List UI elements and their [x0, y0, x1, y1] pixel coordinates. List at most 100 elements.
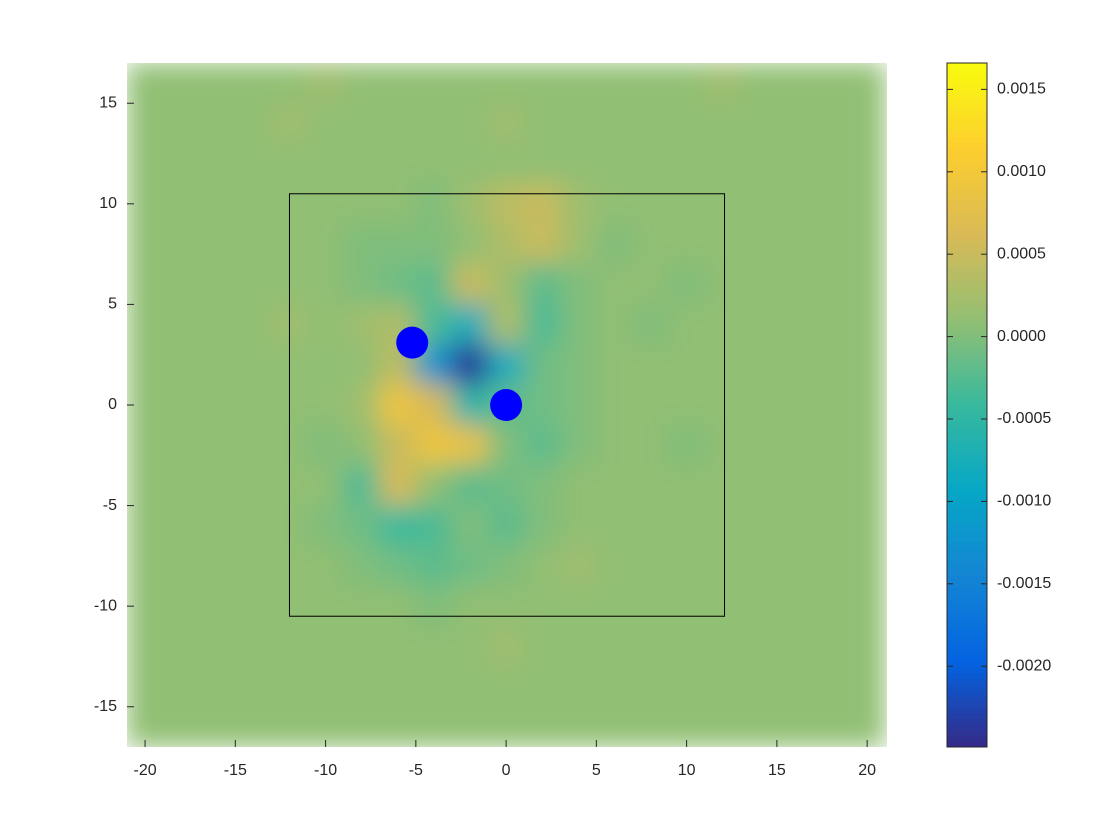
- heatmap-cell: [343, 424, 381, 466]
- colorbar-tick-label: -0.0015: [997, 575, 1051, 592]
- colorbar-swatch: [947, 342, 987, 349]
- colorbar-swatch: [947, 632, 987, 639]
- colorbar-swatch: [947, 570, 987, 577]
- heatmap-cell: [487, 545, 525, 587]
- heatmap-cell: [848, 263, 886, 305]
- colorbar-swatch: [947, 393, 987, 400]
- heatmap-cell: [559, 142, 597, 185]
- heatmap-cell: [415, 625, 453, 668]
- heatmap-cell: [415, 706, 453, 747]
- colorbar-swatch: [947, 79, 987, 87]
- heatmap-cell: [451, 102, 489, 144]
- heatmap-cell: [307, 666, 345, 708]
- heatmap-cell: [198, 545, 236, 587]
- colorbar-swatch: [947, 609, 987, 617]
- heatmap-cell: [162, 585, 200, 627]
- colorbar-swatch: [947, 216, 987, 223]
- heatmap-cell: [631, 63, 670, 104]
- colorbar-swatch: [947, 513, 987, 520]
- heatmap-cell: [162, 223, 200, 265]
- heatmap-cell: [595, 63, 633, 104]
- heatmap-cell: [740, 223, 778, 265]
- heatmap-cell: [487, 303, 525, 346]
- heatmap-cell: [631, 585, 670, 627]
- colorbar-swatch: [947, 678, 987, 685]
- heatmap-cell: [812, 505, 850, 547]
- heatmap-cell: [270, 102, 309, 144]
- heatmap-cell: [379, 223, 417, 265]
- colorbar-swatch: [947, 153, 987, 161]
- heatmap-cell: [307, 102, 345, 144]
- heatmap-cell: [812, 223, 850, 265]
- heatmap-cell: [234, 545, 272, 587]
- heatmap-cell: [812, 344, 850, 386]
- heatmap-cell: [162, 505, 200, 547]
- heatmap-cell: [704, 666, 742, 708]
- heatmap-cell: [559, 545, 597, 587]
- heatmap-cell: [451, 464, 489, 507]
- colorbar-tick-label: -0.0010: [997, 493, 1051, 510]
- heatmap-cell: [307, 344, 345, 386]
- heatmap-cell: [704, 424, 742, 466]
- heatmap-cell: [343, 384, 381, 426]
- colorbar-swatch: [947, 547, 987, 554]
- colorbar-swatch: [947, 456, 987, 463]
- colorbar-tick-label: 0.0010: [997, 163, 1046, 180]
- colorbar-swatch: [947, 330, 987, 337]
- heatmap-cell: [559, 505, 597, 547]
- x-tick-label: 0: [502, 762, 511, 779]
- colorbar-swatch: [947, 621, 987, 628]
- colorbar-tick-label: -0.0020: [997, 657, 1051, 674]
- heatmap-cell: [162, 666, 200, 708]
- heatmap-cell: [523, 63, 561, 104]
- heatmap-cell: [234, 706, 272, 747]
- heatmap-cell: [776, 424, 814, 466]
- heatmap-cell: [415, 585, 453, 627]
- heatmap-cell: [631, 464, 670, 507]
- heatmap-cell: [595, 223, 633, 265]
- colorbar-swatch: [947, 575, 987, 582]
- heatmap-cell: [451, 303, 489, 346]
- heatmap-cell: [523, 585, 561, 627]
- heatmap-cell: [812, 585, 850, 627]
- heatmap-cell: [415, 666, 453, 708]
- heatmap-cell: [812, 625, 850, 668]
- heatmap-cell: [776, 183, 814, 225]
- heatmap-cell: [668, 142, 706, 185]
- heatmap-cell: [523, 303, 561, 346]
- colorbar-swatch: [947, 136, 987, 144]
- heatmap-cell: [198, 666, 236, 708]
- y-tick-label: 5: [108, 296, 117, 313]
- heatmap-cell: [631, 424, 670, 466]
- heatmap-cell: [776, 102, 814, 144]
- heatmap-cell: [451, 384, 489, 426]
- heatmap-cell: [343, 505, 381, 547]
- point-marker: [490, 389, 523, 421]
- colorbar-frame: [946, 62, 988, 748]
- colorbar-swatch: [947, 644, 987, 651]
- heatmap-cell: [451, 63, 489, 104]
- colorbar-swatch: [947, 108, 987, 115]
- colorbar-swatch: [947, 598, 987, 605]
- colorbar-swatch: [947, 336, 987, 343]
- heatmap-cell: [848, 545, 886, 587]
- heatmap-cell: [487, 625, 525, 668]
- colorbar-swatch: [947, 302, 987, 309]
- colorbar-swatch: [947, 672, 987, 679]
- heatmap-cell: [487, 585, 525, 627]
- heatmap-cell: [198, 424, 236, 466]
- heatmap-cell: [198, 464, 236, 507]
- heatmap-cell: [668, 63, 706, 104]
- heatmap-cell: [127, 424, 164, 466]
- heatmap-cell: [307, 545, 345, 587]
- heatmap-cell: [234, 464, 272, 507]
- colorbar-swatch: [947, 666, 987, 674]
- heatmap-cell: [523, 706, 561, 747]
- heatmap-cell: [487, 142, 525, 185]
- heatmap-cell: [668, 263, 706, 305]
- heatmap-cell: [523, 464, 561, 507]
- colorbar-swatch: [947, 296, 987, 303]
- colorbar-swatch: [947, 718, 987, 725]
- heatmap-cell: [234, 223, 272, 265]
- colorbar-swatch: [947, 712, 987, 719]
